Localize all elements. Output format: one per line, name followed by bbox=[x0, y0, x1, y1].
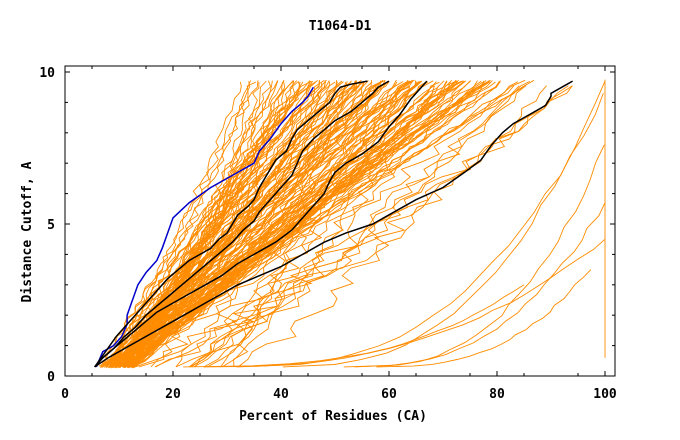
model-curve-102 bbox=[102, 81, 313, 368]
axis-ticks: 0 20 40 60 80 100 0 5 10 bbox=[39, 66, 617, 402]
model-curve-151 bbox=[282, 80, 606, 368]
plot-area-frame bbox=[64, 65, 616, 377]
model-curve-83 bbox=[104, 81, 496, 367]
model-curve-108 bbox=[128, 80, 464, 367]
model-curve-97 bbox=[122, 79, 457, 368]
model-curve-94 bbox=[131, 80, 462, 368]
x-tick-label-0: 0 bbox=[61, 387, 69, 402]
model-curve-152 bbox=[343, 202, 606, 368]
model-curve-115 bbox=[119, 80, 482, 367]
model-curve-154 bbox=[376, 269, 592, 368]
highlighted-curves bbox=[94, 80, 573, 368]
model-curve-82 bbox=[120, 80, 286, 368]
model-curve-114 bbox=[119, 80, 311, 367]
y-axis-label: Distance Cutoff, A bbox=[20, 161, 35, 302]
series-line-3 bbox=[94, 80, 428, 368]
model-curve-125 bbox=[128, 81, 501, 367]
model-curve-123 bbox=[117, 81, 437, 367]
model-curve-117 bbox=[127, 80, 501, 369]
series-line-2 bbox=[94, 80, 390, 368]
model-curve-107 bbox=[110, 81, 448, 367]
model-curve-142 bbox=[150, 85, 381, 368]
model-curve-134 bbox=[175, 85, 527, 368]
chart-title: T1064-D1 bbox=[309, 19, 372, 34]
model-curve-118 bbox=[122, 79, 362, 367]
model-curve-100 bbox=[112, 80, 295, 368]
model-curve-147 bbox=[237, 85, 547, 368]
x-tick-label-2: 40 bbox=[273, 387, 289, 402]
model-curve-136 bbox=[221, 85, 435, 368]
model-curve-148 bbox=[183, 238, 606, 368]
x-tick-label-1: 20 bbox=[165, 387, 181, 402]
model-curve-122 bbox=[105, 81, 390, 368]
model-curve-135 bbox=[193, 85, 527, 368]
background-model-curves bbox=[98, 79, 606, 369]
y-tick-label-0: 0 bbox=[47, 370, 55, 385]
x-tick-label-3: 60 bbox=[381, 387, 397, 402]
model-curve-128 bbox=[103, 80, 314, 368]
x-tick-label-5: 100 bbox=[593, 387, 617, 402]
model-curve-132 bbox=[189, 85, 403, 368]
model-curve-127 bbox=[106, 79, 327, 367]
model-curve-112 bbox=[106, 80, 325, 368]
model-curve-106 bbox=[130, 81, 365, 367]
model-curve-126 bbox=[114, 81, 338, 368]
model-curve-86 bbox=[126, 80, 259, 367]
y-tick-label-1: 5 bbox=[47, 218, 55, 233]
y-tick-label-2: 10 bbox=[39, 66, 55, 81]
model-curve-80 bbox=[109, 80, 472, 368]
x-tick-label-4: 80 bbox=[489, 387, 505, 402]
model-curve-144 bbox=[135, 85, 515, 368]
model-curve-139 bbox=[138, 85, 435, 368]
model-curve-121 bbox=[109, 80, 423, 369]
series-line-1 bbox=[94, 80, 368, 368]
model-curve-138 bbox=[220, 85, 377, 368]
model-curve-116 bbox=[110, 80, 413, 367]
model-curve-1 bbox=[134, 81, 519, 367]
model-curve-146 bbox=[207, 85, 460, 368]
model-curve-137 bbox=[195, 85, 439, 368]
series-line-4 bbox=[94, 80, 573, 368]
x-axis-label: Percent of Residues (CA) bbox=[239, 409, 427, 424]
model-curve-153 bbox=[354, 144, 605, 368]
model-curve-143 bbox=[155, 85, 573, 368]
model-curve-96 bbox=[120, 80, 491, 367]
